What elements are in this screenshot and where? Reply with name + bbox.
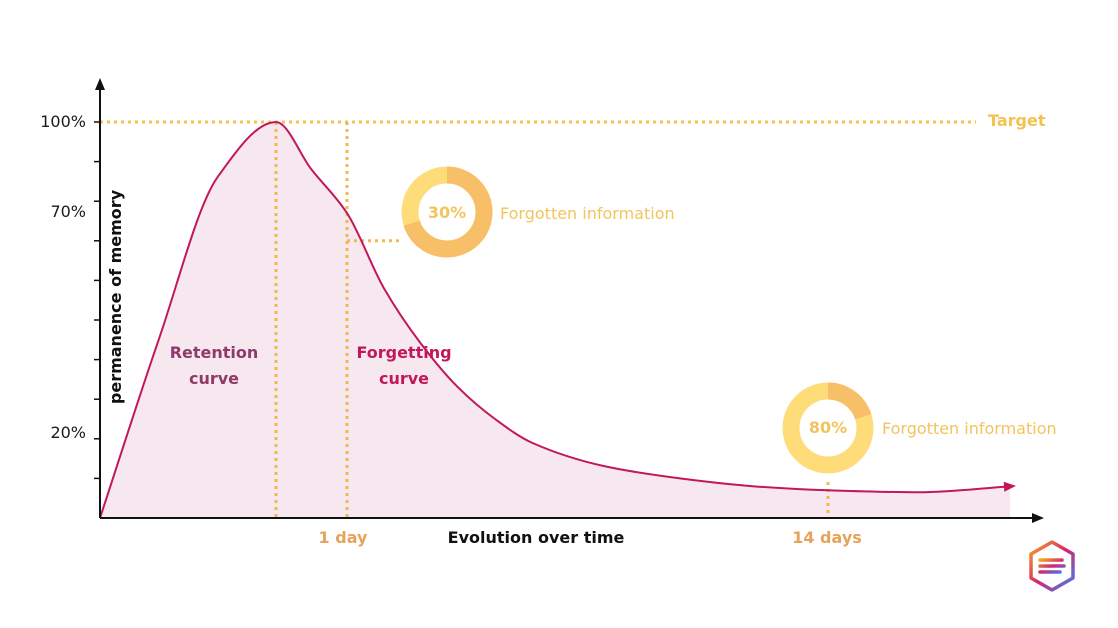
- x-tick-label-1-day: 1 day: [319, 528, 368, 547]
- retention-curve-label-line2: curve: [189, 369, 239, 388]
- area-fill: [100, 122, 1010, 518]
- donut-highlight-segment: [401, 166, 493, 258]
- y-minor-ticks: [94, 121, 100, 480]
- y-axis-title: permanence of memory: [106, 189, 125, 404]
- donut-day14-forgotten: [782, 382, 874, 474]
- brand-logo-icon: [1029, 540, 1075, 592]
- donut-day14-caption: Forgotten information: [882, 419, 1057, 438]
- forgetting-curve-label-line2: curve: [379, 369, 429, 388]
- forgetting-curve-label-line1: Forgetting: [356, 343, 451, 362]
- y-tick-label-100: 100%: [40, 112, 86, 131]
- donut-day1-forgotten: [401, 166, 493, 258]
- curve-arrowhead: [1003, 481, 1016, 492]
- donut-day14-percent: 80%: [809, 418, 847, 437]
- x-tick-label-14-days: 14 days: [792, 528, 862, 547]
- memory-curve-line: [99, 120, 1011, 519]
- x-axis-arrow: [1032, 513, 1044, 523]
- x-axis-title: Evolution over time: [448, 528, 625, 547]
- donut-highlight-segment: [782, 382, 874, 474]
- donut-day1-caption: Forgotten information: [500, 204, 675, 223]
- y-tick-label-20: 20%: [50, 423, 86, 442]
- retention-curve-label-line1: Retention: [170, 343, 259, 362]
- target-label: Target: [988, 111, 1046, 130]
- donut-day1-percent: 30%: [428, 203, 466, 222]
- y-tick-label-70: 70%: [50, 202, 86, 221]
- y-axis-arrow: [95, 78, 105, 90]
- guide-lines: [100, 120, 976, 518]
